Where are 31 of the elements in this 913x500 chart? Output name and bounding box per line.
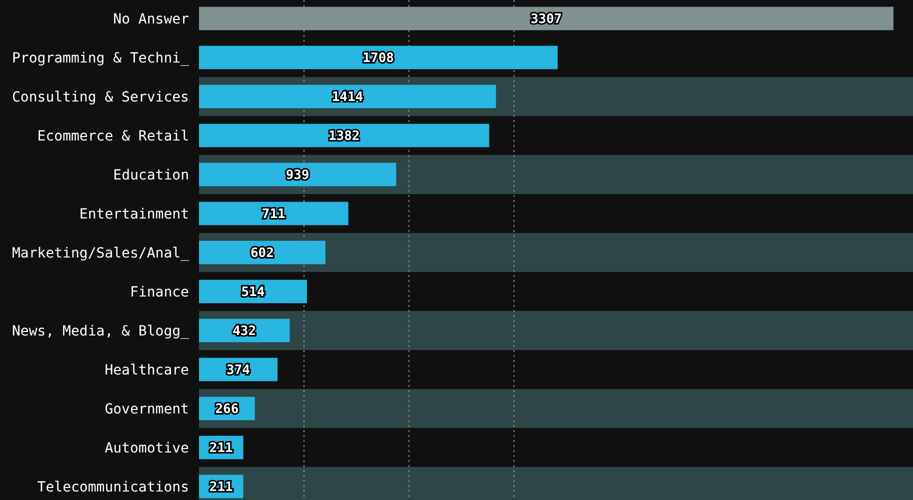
data-label: 211 xyxy=(209,480,234,496)
data-label: 1708 xyxy=(362,51,394,66)
bar xyxy=(199,84,496,108)
bar xyxy=(199,46,558,70)
y-tick-label: Consulting & Services xyxy=(12,89,189,106)
y-tick-label: Entertainment xyxy=(79,206,189,222)
y-tick-label: Government xyxy=(104,401,189,418)
data-label: 939 xyxy=(286,168,310,184)
bar xyxy=(199,202,348,226)
y-tick-label: Automotive xyxy=(104,440,189,456)
y-tick-label: News, Media, & Blogg_ xyxy=(12,323,190,340)
data-label: 432 xyxy=(232,324,256,340)
data-label: 1414 xyxy=(332,90,364,106)
data-label: 266 xyxy=(215,402,239,418)
data-label: 211 xyxy=(209,441,234,456)
data-label: 374 xyxy=(226,363,250,378)
y-tick-label: Marketing/Sales/Anal_ xyxy=(12,245,190,262)
y-tick-label: Programming & Techni_ xyxy=(12,50,190,66)
y-tick-label: Finance xyxy=(130,284,189,300)
y-tick-label: Education xyxy=(113,167,189,184)
data-label: 711 xyxy=(262,207,286,222)
bar xyxy=(199,124,490,148)
y-tick-label: Healthcare xyxy=(104,362,189,378)
y-tick-label: Telecommunications xyxy=(37,479,189,496)
y-tick-label: Ecommerce & Retail xyxy=(37,128,189,144)
bar xyxy=(199,162,396,186)
data-label: 3307 xyxy=(530,12,562,28)
data-label: 1382 xyxy=(328,129,360,144)
data-label: 514 xyxy=(241,285,265,300)
y-tick-label: No Answer xyxy=(113,11,189,28)
data-label: 602 xyxy=(250,246,274,262)
